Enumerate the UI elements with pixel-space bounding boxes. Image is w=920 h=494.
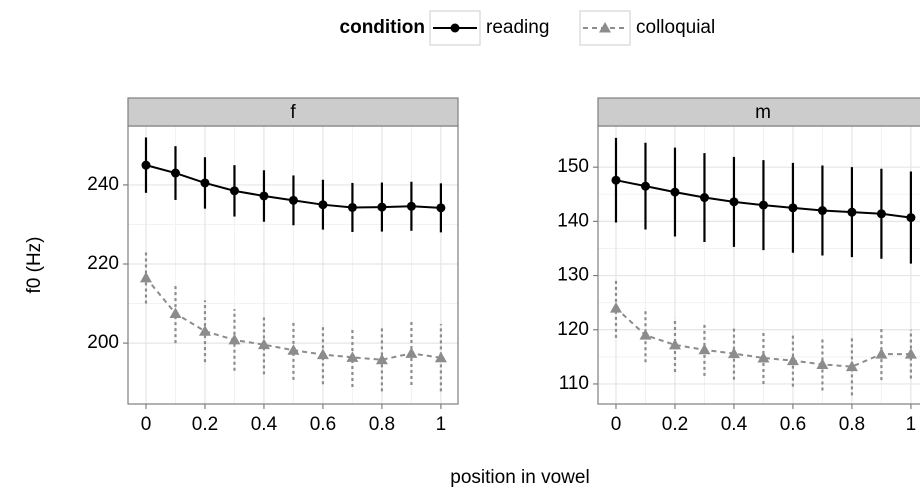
x-tick-label: 0.4 [251, 414, 278, 435]
x-axis-label: position in vowel [450, 467, 589, 488]
point [170, 168, 180, 178]
point [904, 348, 917, 359]
point [406, 201, 416, 211]
point [758, 200, 768, 210]
point [729, 197, 739, 207]
point [346, 351, 359, 362]
x-tick-label: 0.6 [310, 414, 336, 435]
x-tick-label: 0.2 [192, 414, 218, 435]
x-tick-label: 0 [611, 414, 622, 435]
y-tick-label: 240 [87, 174, 119, 195]
point [288, 195, 298, 205]
point [347, 202, 357, 212]
legend-title: condition [340, 17, 425, 38]
point [377, 202, 387, 212]
y-tick-label: 220 [87, 253, 119, 274]
point [639, 329, 652, 340]
strip [597, 97, 920, 127]
point [405, 347, 418, 358]
x-tick-label: 0 [141, 414, 152, 435]
point [668, 338, 681, 350]
x-tick-label: 1 [906, 414, 917, 435]
x-tick-label: 0.6 [780, 414, 806, 435]
point [609, 302, 622, 313]
point [670, 187, 680, 197]
strip [127, 97, 459, 127]
point [875, 348, 888, 359]
y-tick-label: 200 [87, 332, 119, 353]
point [845, 360, 858, 372]
panel-title: m [755, 102, 771, 123]
point [141, 160, 151, 170]
point [611, 175, 621, 185]
point [316, 348, 329, 360]
point [200, 178, 210, 188]
y-tick-label: 110 [559, 373, 589, 394]
point [847, 207, 857, 217]
point [198, 325, 211, 336]
y-axis-label: f0 (Hz) [24, 237, 45, 294]
point [640, 181, 650, 191]
point [788, 203, 798, 213]
legend-marker [599, 22, 611, 33]
x-tick-label: 0.8 [839, 414, 865, 435]
point [699, 193, 709, 203]
legend-label: colloquial [636, 17, 715, 38]
point [169, 307, 182, 318]
x-tick-label: 1 [436, 414, 447, 435]
legend-label: reading [486, 17, 549, 38]
point [434, 351, 447, 363]
y-tick-label: 130 [557, 265, 589, 286]
point [228, 333, 241, 345]
point [727, 347, 740, 359]
point [436, 203, 446, 213]
x-tick-label: 0.4 [721, 414, 748, 435]
y-tick-label: 140 [557, 210, 589, 231]
point [698, 343, 711, 355]
x-tick-label: 0.8 [369, 414, 395, 435]
point [906, 213, 916, 223]
point [139, 271, 152, 283]
point [816, 358, 829, 369]
point [318, 200, 328, 210]
point [259, 191, 269, 201]
point [876, 209, 886, 219]
point [375, 353, 388, 365]
x-tick-label: 0.2 [662, 414, 688, 435]
point [287, 344, 300, 355]
point [786, 354, 799, 366]
panel-title: f [290, 102, 296, 123]
point [229, 186, 239, 196]
y-tick-label: 120 [557, 319, 589, 340]
point [257, 338, 270, 350]
point [757, 351, 770, 363]
y-tick-label: 150 [557, 156, 589, 177]
legend-marker [450, 23, 460, 33]
point [817, 206, 827, 216]
